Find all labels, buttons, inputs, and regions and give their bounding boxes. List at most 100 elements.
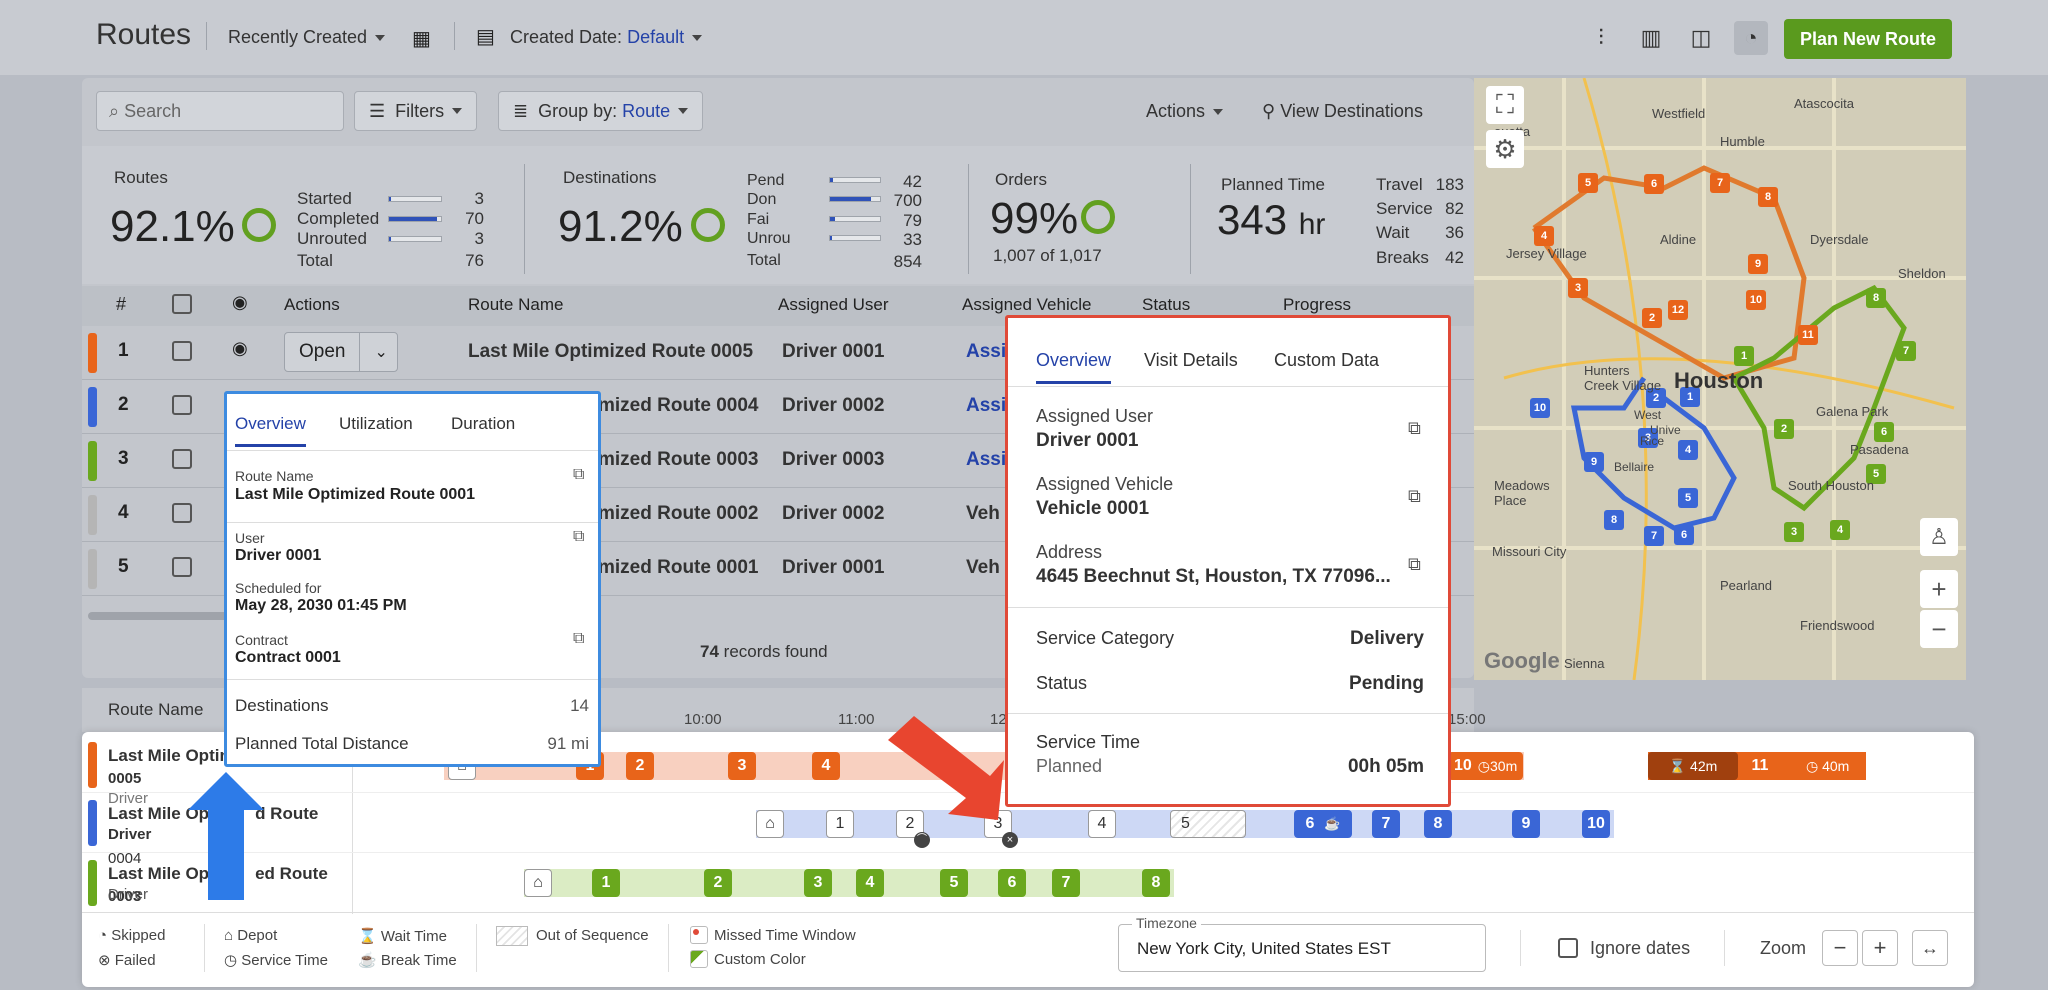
map-pin[interactable]: 2: [1646, 388, 1666, 408]
visibility-icon[interactable]: ◉: [232, 292, 248, 312]
street-view-icon[interactable]: ♙: [1920, 518, 1958, 556]
map-pin[interactable]: 4: [1678, 440, 1698, 460]
split-view-icon[interactable]: ◫: [1690, 25, 1712, 50]
map-pin[interactable]: 3: [1784, 522, 1804, 542]
tab-overview[interactable]: Overview: [235, 414, 306, 447]
assigned-vehicle[interactable]: Assig: [966, 395, 1018, 416]
timeline-route-name[interactable]: Last Mile Op ed Route: [108, 864, 328, 884]
map-pin[interactable]: 7: [1896, 341, 1916, 361]
map-pin[interactable]: 6: [1674, 525, 1694, 545]
stop[interactable]: 8: [1142, 869, 1170, 897]
search-input[interactable]: ⌕ Search: [96, 91, 344, 131]
tab-overview[interactable]: Overview: [1036, 350, 1112, 384]
date-filter-dropdown[interactable]: Created Date: Default: [510, 27, 703, 48]
map-pin[interactable]: 4: [1534, 226, 1554, 246]
group-by-dropdown[interactable]: ≣ Group by: Route: [498, 91, 704, 131]
route-name[interactable]: mized Route 0002: [598, 503, 759, 524]
stop[interactable]: 4: [1088, 810, 1116, 838]
assigned-vehicle[interactable]: Assig: [966, 341, 1018, 362]
row-checkbox[interactable]: [172, 341, 192, 361]
map-pin[interactable]: 9: [1584, 452, 1604, 472]
map-pin[interactable]: 11: [1798, 325, 1818, 345]
map-pin[interactable]: 1: [1734, 346, 1754, 366]
external-link-icon[interactable]: ⧉: [1408, 418, 1421, 438]
map-pin[interactable]: 3: [1568, 278, 1588, 298]
tab-utilization[interactable]: Utilization: [339, 414, 413, 433]
row-checkbox[interactable]: [172, 449, 192, 469]
fullscreen-icon[interactable]: ⛶: [1486, 86, 1524, 124]
stop[interactable]: 3: [728, 752, 756, 780]
horizontal-scrollbar[interactable]: [88, 612, 228, 620]
stop[interactable]: 6: [998, 869, 1026, 897]
depot-stop[interactable]: ⌂: [524, 869, 552, 897]
route-name[interactable]: Last Mile Optimized Route 0005: [468, 341, 754, 362]
stop[interactable]: 3: [804, 869, 832, 897]
speed-icon[interactable]: ◔: [1734, 21, 1768, 55]
tune-icon[interactable]: ⫶: [1598, 25, 1604, 50]
col-progress[interactable]: Progress: [1283, 295, 1352, 314]
zoom-out-button[interactable]: −: [1822, 930, 1858, 966]
map-pin[interactable]: 5: [1866, 464, 1886, 484]
map-pin[interactable]: 12: [1668, 300, 1688, 320]
stop[interactable]: 2: [626, 752, 654, 780]
map-pin[interactable]: 5: [1578, 173, 1598, 193]
ignore-dates-checkbox[interactable]: [1558, 938, 1578, 958]
stop[interactable]: 9: [1512, 810, 1540, 838]
stop[interactable]: 2: [704, 869, 732, 897]
depot-stop[interactable]: ⌂: [756, 810, 784, 838]
col-assigned-vehicle[interactable]: Assigned Vehicle: [962, 295, 1092, 314]
external-link-icon[interactable]: ⧉: [573, 528, 585, 545]
select-all-checkbox[interactable]: [172, 294, 192, 314]
stop[interactable]: 6 ☕: [1294, 810, 1352, 838]
route-map[interactable]: 5 6 7 8 4 3 9 10 2 12 11 8 7 1 2 6 5 3 4…: [1474, 78, 1966, 680]
stop[interactable]: 4: [856, 869, 884, 897]
external-link-icon[interactable]: ⧉: [1408, 554, 1421, 574]
timeline-route-name[interactable]: Last Mile Op d Route: [108, 804, 318, 824]
assigned-vehicle[interactable]: Assig: [966, 449, 1018, 470]
map-pin[interactable]: 8: [1758, 187, 1778, 207]
open-button[interactable]: Open: [285, 333, 361, 371]
map-pin[interactable]: 10: [1530, 398, 1550, 418]
stop[interactable]: 1: [592, 869, 620, 897]
external-link-icon[interactable]: ⧉: [573, 630, 585, 647]
wait-block[interactable]: ⌛ 42m: [1648, 752, 1738, 780]
map-pin[interactable]: 6: [1874, 422, 1894, 442]
zoom-in-button[interactable]: +: [1920, 570, 1958, 608]
sort-dropdown[interactable]: Recently Created: [228, 27, 386, 48]
view-destinations-button[interactable]: ⚲ View Destinations: [1262, 101, 1423, 122]
map-pin[interactable]: 10: [1746, 290, 1766, 310]
stop[interactable]: 7: [1052, 869, 1080, 897]
zoom-in-button[interactable]: +: [1862, 930, 1898, 966]
col-route-name[interactable]: Route Name: [468, 295, 564, 314]
map-pin[interactable]: 2: [1774, 419, 1794, 439]
map-pin[interactable]: 4: [1830, 520, 1850, 540]
tab-duration[interactable]: Duration: [451, 414, 516, 433]
timeline-route-name[interactable]: Last Mile Optim: [108, 746, 235, 765]
map-pin[interactable]: 9: [1748, 254, 1768, 274]
row-checkbox[interactable]: [172, 557, 192, 577]
external-link-icon[interactable]: ⧉: [573, 466, 585, 483]
row-checkbox[interactable]: [172, 395, 192, 415]
map-pin[interactable]: 7: [1710, 173, 1730, 193]
stop[interactable]: 10 ◷ 30m: [1448, 752, 1524, 780]
col-assigned-user[interactable]: Assigned User: [778, 295, 889, 314]
map-pin[interactable]: 7: [1644, 526, 1664, 546]
stop[interactable]: 8: [1424, 810, 1452, 838]
column-settings-icon[interactable]: ▦: [412, 28, 431, 50]
map-pin[interactable]: 3: [1638, 428, 1658, 448]
stop[interactable]: 1: [826, 810, 854, 838]
tab-custom-data[interactable]: Custom Data: [1274, 350, 1380, 370]
out-of-sequence-stop[interactable]: 5: [1170, 810, 1246, 838]
actions-dropdown[interactable]: Actions: [1146, 101, 1224, 122]
row-checkbox[interactable]: [172, 503, 192, 523]
fit-width-icon[interactable]: ↔: [1912, 930, 1948, 966]
stop[interactable]: 7: [1372, 810, 1400, 838]
map-pin[interactable]: 5: [1678, 488, 1698, 508]
stop[interactable]: 5: [940, 869, 968, 897]
filters-button[interactable]: ☰ Filters: [354, 91, 478, 131]
map-icon[interactable]: ▥: [1640, 25, 1662, 50]
map-pin[interactable]: 8: [1604, 510, 1624, 530]
timezone-select[interactable]: New York City, United States EST: [1118, 924, 1486, 972]
route-name[interactable]: mized Route 0003: [598, 449, 759, 470]
gear-icon[interactable]: ⚙: [1486, 130, 1524, 168]
